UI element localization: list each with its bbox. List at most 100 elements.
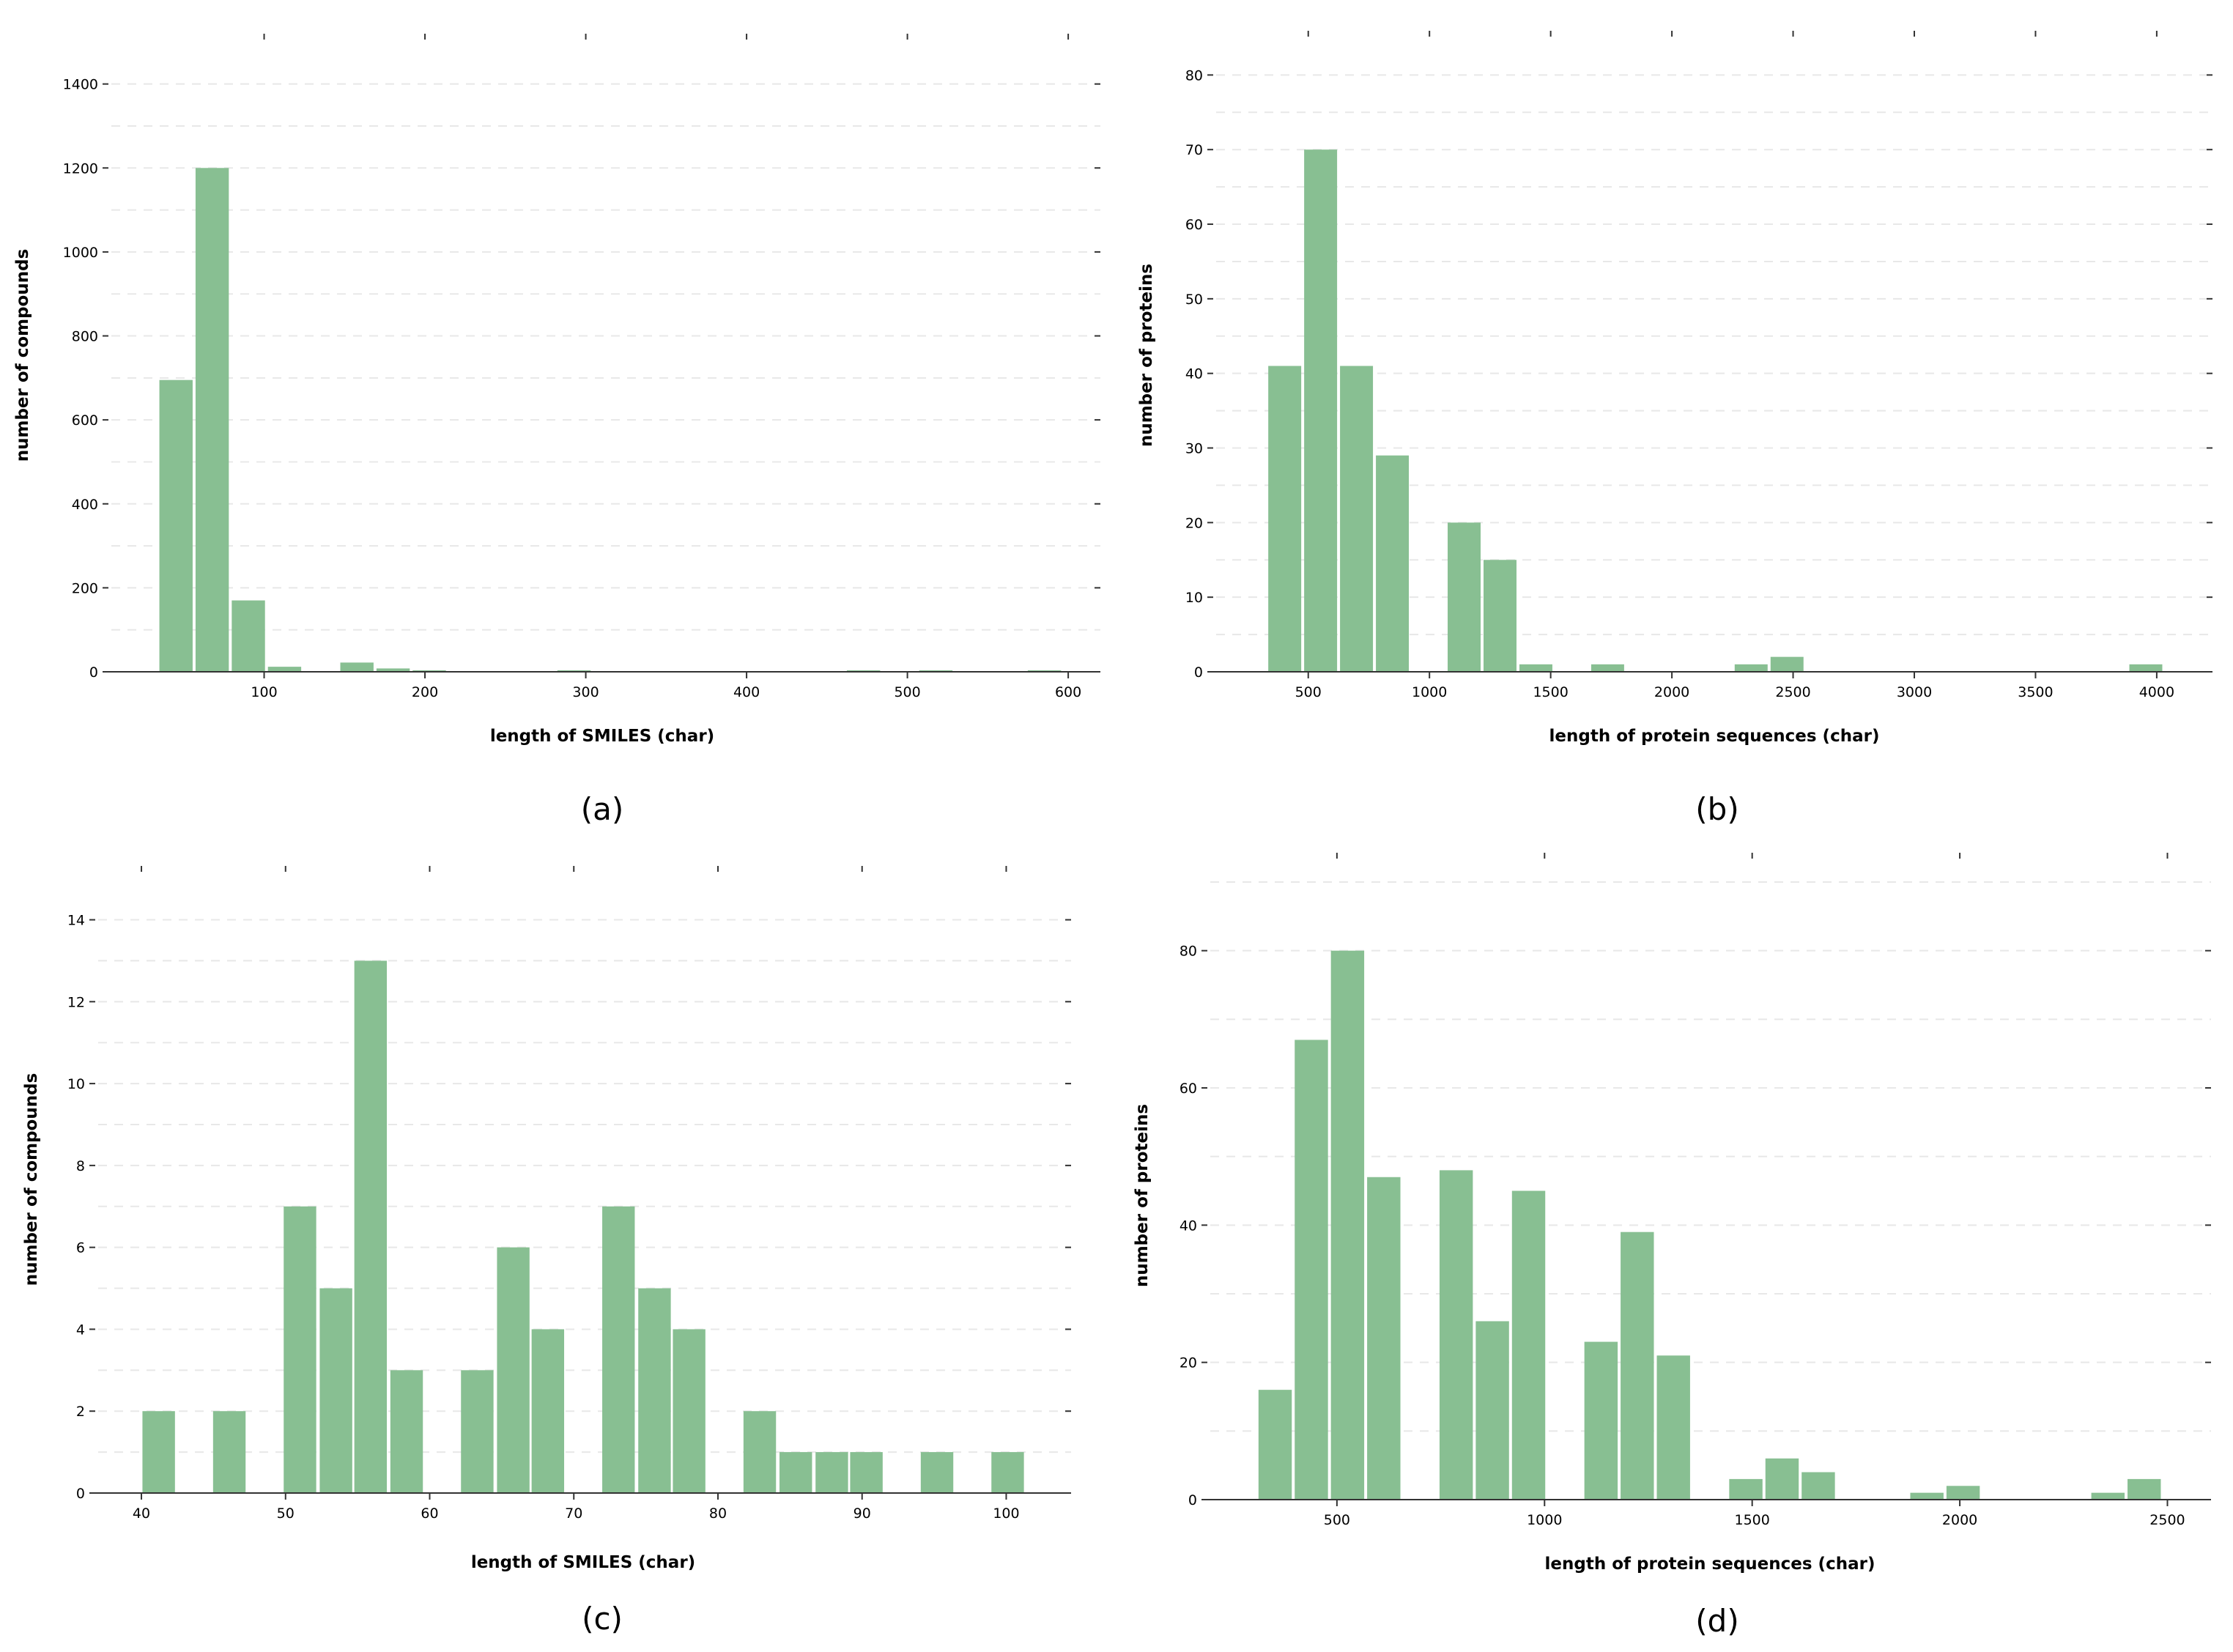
x-tick-label-d: 1000 — [1527, 1512, 1562, 1528]
ticks-d: 500 1000 1500 2000 2500 0 20 40 60 80 — [1180, 853, 2211, 1528]
bar-d-7 — [1584, 1341, 1618, 1500]
bar-d-1 — [1295, 1040, 1328, 1500]
bar-a-0 — [159, 379, 193, 672]
x-tick-label-d: 1500 — [1735, 1512, 1770, 1528]
y-tick-label-a: 200 — [72, 580, 98, 596]
bar-a-4 — [340, 662, 374, 672]
bar-b-9 — [1770, 656, 1804, 672]
grid-a — [111, 83, 1100, 631]
bar-b-2 — [1340, 366, 1374, 672]
x-axis-label-d: length of protein sequences (char) — [1545, 1555, 1875, 1574]
caption-a: (a) — [580, 791, 624, 827]
y-tick-label-a: 1000 — [63, 245, 98, 261]
bar-d-8 — [1621, 1231, 1654, 1500]
bars-c — [142, 960, 1024, 1493]
x-tick-label-c: 100 — [993, 1505, 1019, 1522]
y-tick-label-c: 4 — [76, 1322, 85, 1338]
y-axis-label-c: number of compounds — [22, 1073, 41, 1286]
bar-d-9 — [1656, 1355, 1690, 1500]
bar-d-6 — [1511, 1190, 1546, 1500]
y-tick-label-d: 20 — [1180, 1355, 1197, 1371]
bar-d-13 — [1910, 1492, 1944, 1500]
x-axis-label-b: length of protein sequences (char) — [1549, 727, 1880, 746]
x-tick-label-a: 500 — [894, 684, 920, 700]
y-tick-label-d: 40 — [1180, 1218, 1197, 1234]
x-tick-label-b: 500 — [1295, 684, 1322, 700]
bar-d-14 — [1946, 1486, 1980, 1500]
bar-b-0 — [1268, 366, 1302, 672]
y-tick-label-c: 6 — [76, 1240, 85, 1256]
bar-a-5 — [376, 668, 410, 672]
y-tick-label-c: 12 — [67, 994, 85, 1010]
bars-a — [159, 168, 1062, 672]
y-tick-label-b: 20 — [1185, 515, 1203, 531]
y-tick-label-b: 50 — [1185, 292, 1203, 308]
x-tick-label-a: 600 — [1055, 684, 1081, 700]
x-tick-label-b: 4000 — [2139, 684, 2174, 700]
bars-d — [1258, 950, 2161, 1500]
y-axis-label-a: number of compounds — [13, 249, 32, 462]
chart-panel-c: 40 50 60 70 80 90 100 0 2 4 6 8 10 12 14 length of SMI… — [22, 866, 1071, 1572]
bar-b-3 — [1376, 455, 1410, 672]
x-tick-label-a: 200 — [412, 684, 438, 700]
y-tick-label-b: 0 — [1194, 664, 1203, 681]
bar-d-12 — [1801, 1472, 1835, 1500]
ticks-a: 100 200 300 400 500 600 0 200 400 600 800 1000 1200 1… — [63, 34, 1100, 700]
y-tick-label-c: 8 — [76, 1158, 85, 1174]
bar-c-10 — [638, 1288, 671, 1493]
bar-c-3 — [319, 1288, 352, 1493]
y-tick-label-b: 60 — [1185, 217, 1203, 233]
y-tick-label-b: 40 — [1185, 366, 1203, 382]
bars-b — [1268, 149, 2163, 672]
x-tick-label-d: 500 — [1324, 1512, 1350, 1528]
x-tick-label-b: 3000 — [1897, 684, 1932, 700]
x-axis-label-a: length of SMILES (char) — [490, 727, 714, 746]
y-tick-label-d: 80 — [1180, 944, 1197, 960]
bar-b-8 — [1734, 664, 1768, 672]
caption-c: (c) — [582, 1601, 623, 1637]
y-tick-label-c: 2 — [76, 1404, 85, 1420]
y-tick-label-c: 0 — [76, 1486, 85, 1502]
y-tick-label-d: 60 — [1180, 1081, 1197, 1097]
bar-a-1 — [195, 168, 229, 672]
caption-b: (b) — [1695, 791, 1739, 827]
x-tick-label-b: 1500 — [1533, 684, 1568, 700]
bar-c-7 — [497, 1247, 530, 1493]
bar-a-2 — [232, 600, 265, 672]
bar-d-5 — [1475, 1321, 1509, 1500]
bar-b-6 — [1519, 664, 1552, 672]
bar-c-2 — [284, 1206, 316, 1493]
y-tick-label-c: 10 — [67, 1076, 85, 1092]
y-tick-label-a: 0 — [89, 664, 98, 681]
x-tick-label-b: 3500 — [2018, 684, 2053, 700]
y-tick-label-a: 1200 — [63, 160, 98, 177]
bar-c-6 — [461, 1370, 494, 1493]
y-tick-label-a: 400 — [72, 497, 98, 513]
y-tick-label-a: 1400 — [63, 77, 98, 93]
bar-c-9 — [602, 1206, 635, 1493]
bar-c-1 — [212, 1411, 246, 1493]
bar-d-16 — [2128, 1478, 2161, 1500]
x-tick-label-b: 1000 — [1412, 684, 1447, 700]
x-tick-label-c: 60 — [421, 1505, 438, 1522]
y-tick-label-b: 10 — [1185, 590, 1203, 606]
x-tick-label-a: 400 — [733, 684, 760, 700]
bar-b-5 — [1483, 560, 1517, 672]
bar-d-2 — [1330, 950, 1365, 1500]
bar-b-1 — [1304, 149, 1338, 672]
ticks-b: 500 1000 1500 2000 2500 3000 3500 4000 0 10 20 30 40… — [1185, 31, 2212, 700]
caption-d: (d) — [1695, 1603, 1739, 1639]
ticks-c: 40 50 60 70 80 90 100 0 2 4 6 8 10 12 14 — [67, 866, 1071, 1522]
bar-c-11 — [673, 1329, 706, 1493]
bar-d-0 — [1258, 1390, 1292, 1500]
bar-c-8 — [531, 1329, 565, 1493]
bar-d-3 — [1367, 1177, 1401, 1500]
bar-c-15 — [850, 1452, 883, 1493]
bar-b-4 — [1448, 522, 1481, 672]
y-axis-label-d: number of proteins — [1133, 1104, 1152, 1287]
bar-c-14 — [815, 1452, 848, 1493]
chart-panel-d: 500 1000 1500 2000 2500 0 20 40 60 80 length of p… — [1133, 853, 2211, 1574]
y-tick-label-a: 800 — [72, 329, 98, 345]
bar-c-17 — [991, 1452, 1024, 1493]
y-tick-label-d: 0 — [1188, 1492, 1197, 1508]
